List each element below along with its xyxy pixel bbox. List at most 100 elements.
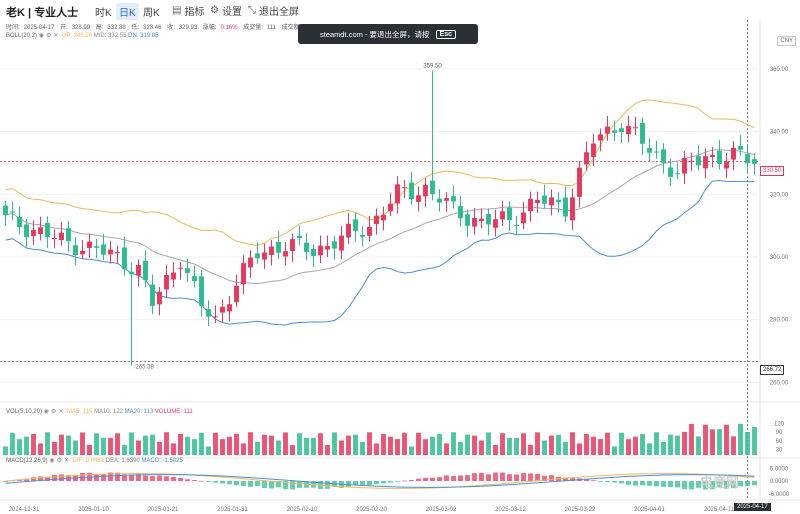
close-icon[interactable]: ✕ (53, 33, 59, 39)
price-tick-label: 300.00 (770, 255, 789, 261)
tab-weekly[interactable]: 周K (143, 8, 160, 19)
volume-tick-label: 120 (774, 422, 785, 428)
volume-bar (220, 439, 225, 455)
macd-bar (52, 475, 57, 481)
volume-bar (276, 440, 281, 455)
macd-bar (157, 475, 162, 481)
macd-bar (430, 477, 435, 481)
volume-bar (710, 429, 715, 455)
candle-body (598, 134, 603, 141)
reference-price-tag: 266.72 (760, 365, 785, 375)
candle-body (591, 143, 596, 157)
close-icon[interactable]: ✕ (64, 458, 70, 464)
volume-bar (409, 446, 414, 455)
candle-body (73, 245, 78, 256)
candle-body (626, 125, 631, 135)
candle-body (423, 184, 428, 197)
tab-daily[interactable]: 日K (116, 3, 139, 20)
date-tick-label: 2025-03-02 (426, 507, 457, 513)
tab-hourly[interactable]: 时K (95, 8, 112, 19)
candle-body (206, 309, 211, 317)
eye-icon[interactable]: ◉ (49, 458, 55, 464)
volume-bar (143, 435, 148, 455)
macd-bar (290, 481, 295, 490)
eye-icon[interactable]: ◉ (43, 409, 49, 415)
candle-body (255, 253, 260, 259)
indicator-button[interactable]: ▤ 指标 (172, 5, 205, 18)
candle-body (374, 215, 379, 225)
candle-body (647, 148, 652, 153)
candle-body (696, 156, 701, 166)
macd-bar (178, 477, 183, 481)
macd-bar (269, 481, 274, 489)
candle-body (318, 245, 323, 256)
macd-bar (199, 480, 204, 482)
candle-body (108, 249, 113, 255)
macd-bar (535, 473, 540, 481)
close-icon[interactable]: ✕ (58, 409, 64, 415)
date-tick-label: 2025-03-22 (565, 507, 596, 513)
macd-bar (458, 475, 463, 481)
candle-body (612, 130, 617, 133)
candle-body (360, 234, 365, 237)
volume-bar (619, 432, 624, 455)
volume-bar (570, 432, 575, 455)
macd-bar (563, 477, 568, 481)
candle-body (654, 151, 659, 153)
macd-bar (444, 475, 449, 481)
candle-body (80, 250, 85, 255)
candle-body (528, 198, 533, 212)
volume-bar (486, 432, 491, 455)
volume-bar (213, 432, 218, 455)
volume-info: VOL(5,10,20) ◉ ⚙ ✕ MA5: 115 MA10: 122 MA20… (6, 409, 193, 415)
current-price-tag: 330.50 (760, 166, 785, 176)
volume-bar (248, 432, 253, 455)
candle-body (59, 232, 64, 241)
candle-body (605, 126, 610, 134)
date-tick-label: 2024-12-31 (9, 507, 40, 513)
candle-body (633, 127, 638, 129)
volume-bar (59, 434, 64, 455)
volume-bar (311, 437, 316, 455)
macd-bar (283, 481, 288, 490)
macd-bar (94, 474, 99, 481)
macd-bar (612, 481, 617, 483)
candle-body (521, 212, 526, 224)
macd-bar (703, 481, 708, 490)
volume-bar (297, 433, 302, 455)
macd-bar (717, 481, 722, 488)
macd-bar (710, 481, 715, 490)
volume-bar (367, 432, 372, 455)
gear-icon[interactable]: ⚙ (56, 458, 62, 464)
macd-tick-label: -6.0000 (769, 492, 790, 498)
eye-icon[interactable]: ◉ (38, 33, 44, 39)
gear-icon[interactable]: ⚙ (50, 409, 57, 415)
gear-icon[interactable]: ⚙ (45, 33, 52, 39)
volume-tick-label: 90 (776, 430, 783, 436)
candle-body (325, 245, 330, 250)
macd-bar (584, 479, 589, 481)
macd-bar (738, 481, 743, 487)
fullscreen-toast: steamdt.com - 要退出全屏，请按 Esc (298, 24, 478, 44)
macd-bar (59, 474, 64, 481)
macd-bar (108, 472, 113, 481)
volume-bar (24, 436, 29, 455)
macd-bar (437, 477, 442, 481)
macd-bar (31, 477, 36, 481)
exit-fullscreen-button[interactable]: ⤡ 退出全屏 (248, 5, 299, 18)
ohlc-info: 时间: 2025-04-17 开: 328.99 高: 332.88 低: 328.46… (6, 25, 302, 31)
volume-bar (136, 440, 141, 455)
volume-bar (724, 424, 729, 455)
candle-body (115, 252, 120, 254)
volume-bar (94, 433, 99, 455)
settings-button[interactable]: ⚙ 设置 (210, 5, 242, 18)
macd-info: MACD(12,26,9) ◉ ⚙ ✕ DIF: 0.0462 DEA: 1.639… (6, 458, 183, 464)
macd-bar (297, 481, 302, 488)
price-tick-label: 320.00 (770, 192, 789, 198)
candle-body (24, 224, 29, 238)
date-tick-label: 2025-01-10 (78, 507, 109, 513)
volume-bar (388, 436, 393, 455)
candle-body (297, 235, 302, 239)
date-tick-label: 2025-02-10 (287, 507, 318, 513)
